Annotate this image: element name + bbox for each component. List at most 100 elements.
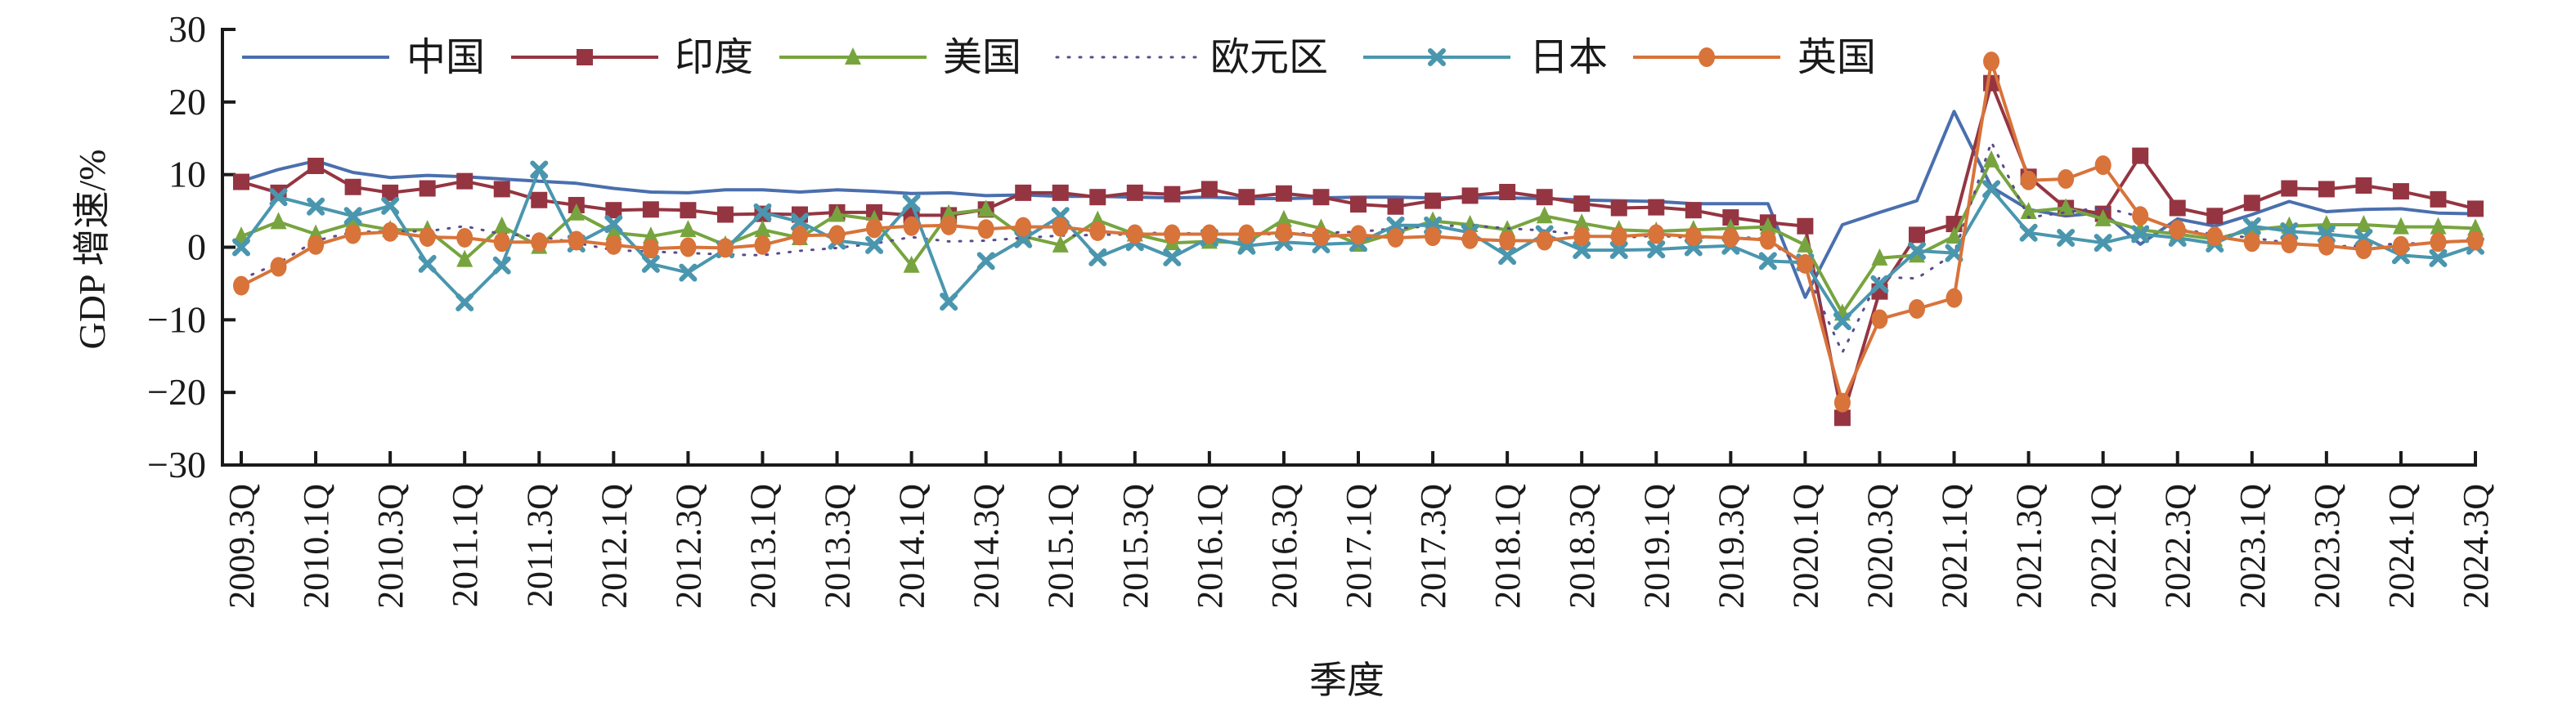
triangle-marker-icon (845, 47, 861, 65)
circle-marker-icon (1833, 392, 1851, 413)
x-marker-icon (1833, 312, 1851, 331)
x-tick-label: 2015.1Q (1041, 484, 1081, 609)
x-marker-icon (492, 256, 511, 275)
circle-marker-icon (977, 219, 994, 239)
triangle-marker-icon (568, 203, 585, 221)
square-marker-icon (1350, 196, 1367, 213)
circle-marker-icon (568, 230, 585, 251)
x-marker-icon (641, 254, 660, 273)
square-marker-icon (382, 184, 399, 201)
circle-marker-icon (1089, 221, 1106, 241)
x-tick-label: 2024.3Q (2456, 484, 2496, 609)
triangle-marker-icon (977, 199, 994, 217)
circle-marker-icon (2020, 170, 2037, 190)
square-marker-icon (1797, 217, 1814, 235)
y-tick-label: 0 (187, 226, 206, 268)
circle-marker-icon (1350, 225, 1367, 245)
square-marker-icon (1275, 185, 1292, 202)
triangle-marker-icon (940, 203, 958, 221)
square-marker-icon (344, 178, 361, 195)
legend-label: 英国 (1797, 36, 1876, 79)
circle-marker-icon (1275, 222, 1292, 243)
circle-marker-icon (1648, 224, 1665, 244)
square-marker-icon (1648, 199, 1665, 216)
triangle-marker-icon (754, 220, 771, 238)
y-tick-label: 20 (168, 81, 206, 123)
x-tick-label: 2010.1Q (296, 484, 336, 609)
square-marker-icon (1015, 184, 1032, 201)
circle-marker-icon (828, 225, 846, 245)
x-marker-icon (1908, 241, 1926, 260)
legend-item-日本: 日本 (1363, 36, 1608, 79)
square-marker-icon (1499, 183, 1516, 200)
x-tick-label: 2022.3Q (2158, 484, 2198, 609)
legend-label: 中国 (406, 36, 485, 79)
square-marker-icon (456, 172, 473, 190)
x-tick-label: 2020.1Q (1785, 484, 1825, 609)
x-tick-label: 2014.3Q (967, 484, 1007, 609)
triangle-marker-icon (903, 255, 920, 273)
legend-label: 美国 (943, 36, 1021, 79)
legend-item-英国: 英国 (1633, 36, 1876, 79)
square-marker-icon (1573, 195, 1591, 212)
x-tick-label: 2023.3Q (2307, 484, 2347, 609)
square-marker-icon (1200, 181, 1218, 198)
square-marker-icon (2355, 177, 2372, 194)
circle-marker-icon (1238, 224, 1255, 244)
x-marker-icon (1758, 252, 1777, 271)
square-marker-icon (1126, 184, 1143, 201)
legend-label: 日本 (1529, 36, 1608, 79)
x-marker-icon (2094, 234, 2112, 253)
x-tick-label: 2014.1Q (892, 484, 932, 609)
circle-marker-icon (903, 216, 920, 236)
legend-label: 欧元区 (1210, 36, 1328, 79)
square-marker-icon (2318, 181, 2335, 198)
circle-marker-icon (1313, 226, 1330, 247)
x-marker-icon (1428, 48, 1446, 66)
x-marker-icon (1573, 241, 1591, 260)
y-tick-label: −30 (147, 444, 206, 485)
x-tick-label: 2013.1Q (743, 484, 783, 609)
series-英国 (233, 51, 2484, 413)
square-marker-icon (307, 158, 325, 175)
circle-marker-icon (605, 235, 622, 255)
x-marker-icon (604, 215, 623, 234)
plot-area (232, 51, 2484, 427)
y-tick-label: −20 (147, 371, 206, 413)
triangle-marker-icon (1797, 235, 1814, 253)
circle-marker-icon (1871, 309, 1888, 329)
x-tick-label: 2020.3Q (1860, 484, 1900, 609)
triangle-marker-icon (1052, 235, 1069, 253)
x-marker-icon (753, 203, 772, 221)
circle-marker-icon (382, 221, 399, 242)
circle-marker-icon (1722, 227, 1739, 248)
circle-marker-icon (456, 227, 473, 248)
square-marker-icon (2281, 180, 2298, 197)
square-marker-icon (419, 180, 436, 197)
triangle-marker-icon (828, 204, 846, 222)
circle-marker-icon (1164, 224, 1181, 244)
circle-marker-icon (1387, 227, 1404, 248)
x-tick-label: 2013.3Q (818, 484, 858, 609)
triangle-marker-icon (1945, 226, 1963, 244)
circle-marker-icon (233, 275, 249, 296)
x-tick-label: 2023.1Q (2233, 484, 2273, 609)
square-marker-icon (2206, 208, 2224, 225)
x-tick-label: 2009.3Q (222, 484, 262, 609)
square-marker-icon (493, 181, 510, 198)
circle-marker-icon (307, 235, 325, 255)
triangle-marker-icon (493, 216, 510, 234)
y-tick-label: 10 (168, 154, 206, 195)
x-tick-label: 2016.1Q (1190, 484, 1230, 609)
circle-marker-icon (1945, 288, 1963, 308)
triangle-marker-icon (2058, 198, 2075, 216)
triangle-marker-icon (2430, 217, 2447, 235)
x-marker-icon (456, 293, 474, 312)
x-tick-label: 2015.3Q (1115, 484, 1156, 609)
legend-item-美国: 美国 (779, 36, 1021, 79)
circle-marker-icon (1015, 217, 1032, 237)
triangle-marker-icon (2355, 214, 2372, 232)
x-marker-icon (1945, 244, 1963, 262)
